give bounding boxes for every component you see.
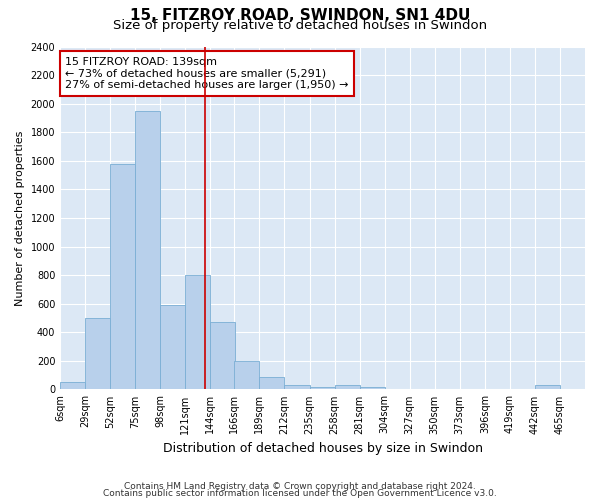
- Y-axis label: Number of detached properties: Number of detached properties: [15, 130, 25, 306]
- Bar: [235, 361, 259, 390]
- Text: Contains HM Land Registry data © Crown copyright and database right 2024.: Contains HM Land Registry data © Crown c…: [124, 482, 476, 491]
- Text: 15, FITZROY ROAD, SWINDON, SN1 4DU: 15, FITZROY ROAD, SWINDON, SN1 4DU: [130, 8, 470, 22]
- Bar: [211, 322, 235, 390]
- Bar: [335, 385, 359, 390]
- Bar: [359, 386, 385, 390]
- Bar: [110, 164, 135, 390]
- Bar: [535, 385, 560, 390]
- Text: Contains public sector information licensed under the Open Government Licence v3: Contains public sector information licen…: [103, 490, 497, 498]
- Bar: [135, 111, 160, 390]
- Bar: [60, 382, 85, 390]
- Bar: [185, 275, 211, 390]
- X-axis label: Distribution of detached houses by size in Swindon: Distribution of detached houses by size …: [163, 442, 482, 455]
- Bar: [310, 386, 335, 390]
- Bar: [284, 385, 310, 390]
- Text: Size of property relative to detached houses in Swindon: Size of property relative to detached ho…: [113, 19, 487, 32]
- Text: 15 FITZROY ROAD: 139sqm
← 73% of detached houses are smaller (5,291)
27% of semi: 15 FITZROY ROAD: 139sqm ← 73% of detache…: [65, 57, 349, 90]
- Bar: [85, 318, 110, 390]
- Bar: [160, 305, 185, 390]
- Bar: [259, 376, 284, 390]
